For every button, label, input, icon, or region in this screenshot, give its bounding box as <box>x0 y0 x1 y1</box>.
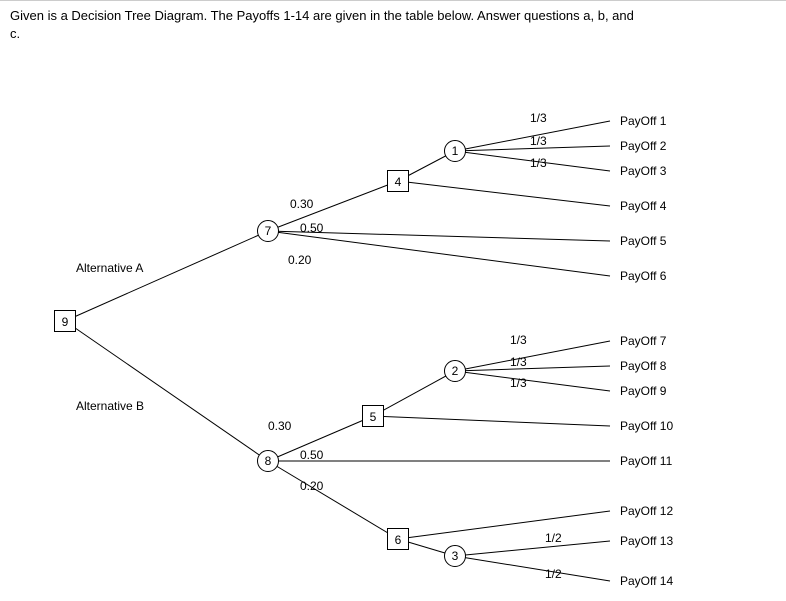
chance-node-2: 2 <box>444 360 466 382</box>
prob-label: 0.20 <box>300 479 323 493</box>
payoff-label: PayOff 6 <box>620 269 666 283</box>
alt-b-label: Alternative B <box>76 399 144 413</box>
prompt-line-1: Given is a Decision Tree Diagram. The Pa… <box>10 8 634 23</box>
chance-node-8: 8 <box>257 450 279 472</box>
prob-label: 0.50 <box>300 448 323 462</box>
decision-node-5: 5 <box>362 405 384 427</box>
payoff-label: PayOff 5 <box>620 234 666 248</box>
payoff-label: PayOff 11 <box>620 454 672 468</box>
decision-node-9: 9 <box>54 310 76 332</box>
payoff-label: PayOff 8 <box>620 359 666 373</box>
payoff-label: PayOff 4 <box>620 199 666 213</box>
decision-node-4: 4 <box>387 170 409 192</box>
page: Given is a Decision Tree Diagram. The Pa… <box>0 0 786 601</box>
prob-label: 1/3 <box>510 355 527 369</box>
chance-node-7: 7 <box>257 220 279 242</box>
payoff-label: PayOff 7 <box>620 334 666 348</box>
prob-label: 1/3 <box>510 376 527 390</box>
prob-label: 0.20 <box>288 253 311 267</box>
prompt-line-2: c. <box>10 26 20 41</box>
payoff-label: PayOff 1 <box>620 114 666 128</box>
payoff-label: PayOff 2 <box>620 139 666 153</box>
prob-label: 0.30 <box>268 419 291 433</box>
prob-label: 1/3 <box>530 111 547 125</box>
prob-label: 1/3 <box>510 333 527 347</box>
prob-label: 1/3 <box>530 156 547 170</box>
payoff-label: PayOff 3 <box>620 164 666 178</box>
payoff-label: PayOff 10 <box>620 419 673 433</box>
prob-label: 0.50 <box>300 221 323 235</box>
chance-node-3: 3 <box>444 545 466 567</box>
payoff-label: PayOff 13 <box>620 534 673 548</box>
payoff-label: PayOff 14 <box>620 574 673 588</box>
prob-label: 1/3 <box>530 134 547 148</box>
alt-a-label: Alternative A <box>76 261 143 275</box>
prompt-text: Given is a Decision Tree Diagram. The Pa… <box>0 1 786 42</box>
prob-label: 1/2 <box>545 567 562 581</box>
payoff-label: PayOff 12 <box>620 504 673 518</box>
tree-edges <box>0 61 786 601</box>
prob-label: 1/2 <box>545 531 562 545</box>
payoff-label: PayOff 9 <box>620 384 666 398</box>
chance-node-1: 1 <box>444 140 466 162</box>
decision-node-6: 6 <box>387 528 409 550</box>
prob-label: 0.30 <box>290 197 313 211</box>
decision-tree-diagram: 9 7 8 4 5 6 1 2 3 Alternative A Alternat… <box>0 61 786 601</box>
